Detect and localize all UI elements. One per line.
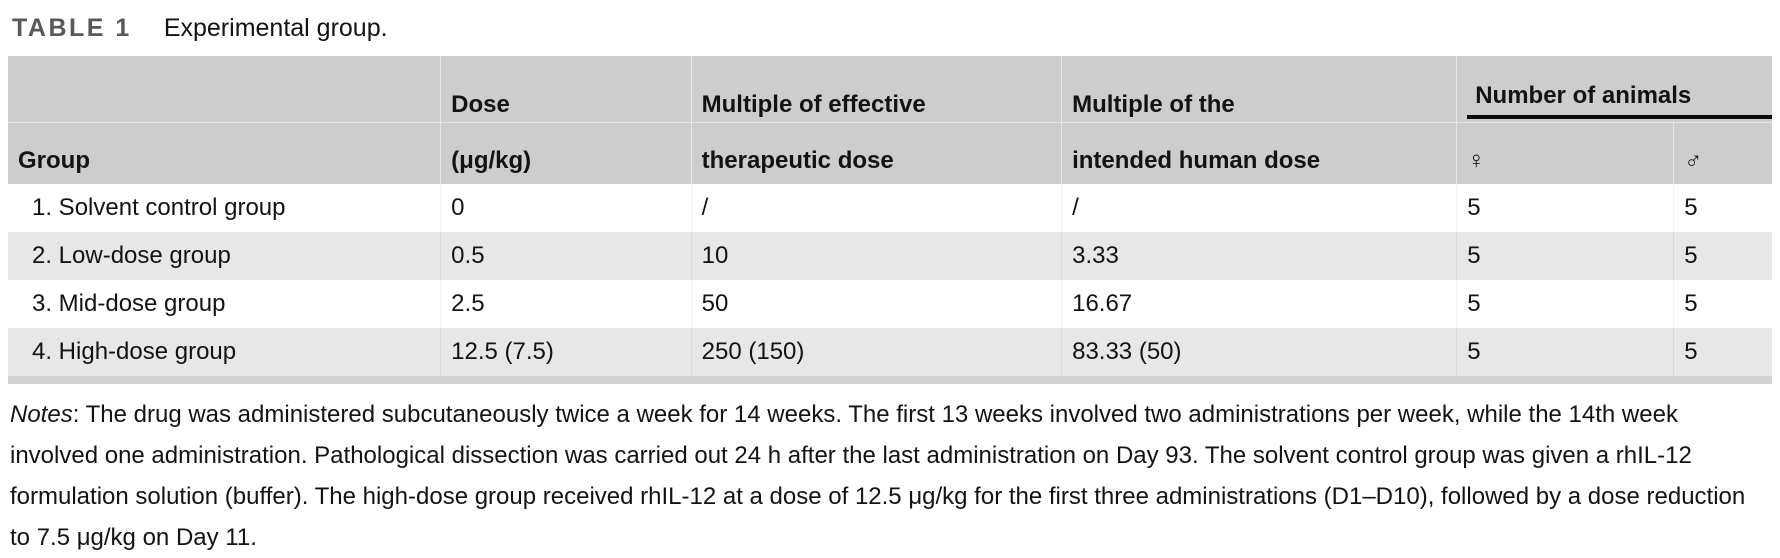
cell-group: 4. High-dose group [8,328,441,376]
number-of-animals-underline: Number of animals [1467,82,1772,119]
cell-multiple-effective: 10 [690,232,1062,280]
cell-male-count: 5 [1673,280,1772,328]
table-row: 4. High-dose group 12.5 (7.5) 250 (150) … [8,328,1772,376]
table-row: 1. Solvent control group 0 / / 5 5 [8,184,1772,232]
header-multiple-effective-line1: Multiple of effective [690,56,1062,122]
cell-female-count: 5 [1456,280,1674,328]
header-dose-line2: (μg/kg) [440,122,691,184]
cell-multiple-effective: 50 [690,280,1062,328]
header-multiple-effective-line2: therapeutic dose [690,122,1062,184]
cell-dose: 0.5 [440,232,691,280]
table-notes: Notes: The drug was administered subcuta… [10,394,1770,558]
header-row-top: Dose Multiple of effective Multiple of t… [8,56,1772,122]
female-icon: ♀ [1456,122,1674,184]
cell-multiple-human: 3.33 [1061,232,1457,280]
table-number-label: TABLE 1 [12,14,132,42]
cell-group: 3. Mid-dose group [8,280,441,328]
header-multiple-human-line1: Multiple of the [1061,56,1457,122]
cell-multiple-human: 16.67 [1061,280,1457,328]
cell-male-count: 5 [1673,184,1772,232]
table-row: 2. Low-dose group 0.5 10 3.33 5 5 [8,232,1772,280]
table-header: Dose Multiple of effective Multiple of t… [8,56,1772,184]
cell-female-count: 5 [1456,184,1674,232]
male-icon: ♂ [1673,122,1772,184]
cell-multiple-human: / [1061,184,1457,232]
cell-male-count: 5 [1673,232,1772,280]
header-number-of-animals: Number of animals [1456,56,1772,122]
cell-dose: 2.5 [440,280,691,328]
cell-multiple-effective: 250 (150) [690,328,1062,376]
notes-text: : The drug was administered subcutaneous… [10,401,1746,551]
cell-group: 1. Solvent control group [8,184,441,232]
cell-multiple-effective: / [690,184,1062,232]
table-caption: TABLE 1 Experimental group. [12,13,1780,43]
cell-multiple-human: 83.33 (50) [1061,328,1457,376]
header-dose-line1: Dose [440,56,691,122]
cell-dose: 0 [440,184,691,232]
table-bottom-rule [8,376,1772,384]
table-row: 3. Mid-dose group 2.5 50 16.67 5 5 [8,280,1772,328]
cell-female-count: 5 [1456,232,1674,280]
header-group: Group [8,122,441,184]
cell-female-count: 5 [1456,328,1674,376]
cell-group: 2. Low-dose group [8,232,441,280]
table-body: 1. Solvent control group 0 / / 5 5 2. Lo… [8,184,1772,376]
experimental-group-table: Dose Multiple of effective Multiple of t… [8,56,1772,376]
cell-male-count: 5 [1673,328,1772,376]
table-figure: TABLE 1 Experimental group. Dose Multiple… [0,13,1780,558]
table-title-text: Experimental group. [163,14,388,42]
header-row-bottom: Group (μg/kg) therapeutic dose intended … [8,122,1772,184]
header-multiple-human-line2: intended human dose [1061,122,1457,184]
notes-label: Notes [10,401,73,428]
number-of-animals-label: Number of animals [1475,82,1692,109]
cell-dose: 12.5 (7.5) [440,328,691,376]
header-group-spacer [8,56,441,122]
